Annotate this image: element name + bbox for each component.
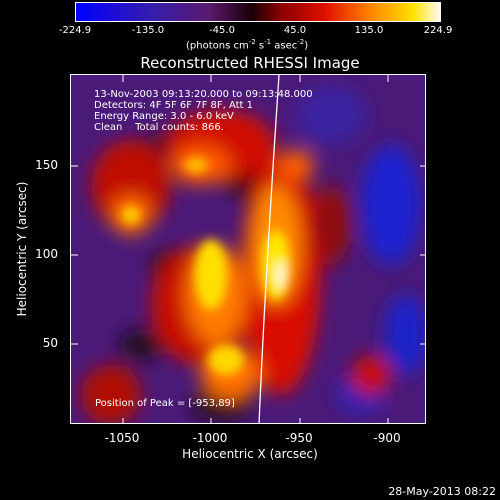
- method-label: Clean Total counts: 866.: [94, 122, 224, 133]
- colorbar-tick: -135.0: [131, 25, 165, 36]
- x-tick: -1050: [104, 431, 140, 445]
- colorbar-tick: 45.0: [283, 25, 307, 36]
- colorbar-tick: -45.0: [209, 25, 235, 36]
- peak-position-label: Position of Peak = [-953,89]: [95, 398, 235, 409]
- colorbar-tick: 135.0: [354, 25, 384, 36]
- y-axis-label: Heliocentric Y (arcsec): [15, 181, 29, 317]
- x-tick: -950: [285, 431, 313, 445]
- y-tick: 50: [42, 336, 58, 350]
- colorbar-tick: -224.9: [58, 25, 92, 36]
- energy-range-label: Energy Range: 3.0 - 6.0 keV: [94, 111, 234, 122]
- detectors-label: Detectors: 4F 5F 6F 7F 8F, Att 1: [94, 100, 254, 111]
- rhessi-image: [71, 75, 425, 423]
- x-axis-label: Heliocentric X (arcsec): [182, 447, 318, 461]
- colorbar: [75, 2, 441, 22]
- timestamp: 28-May-2013 08:22: [388, 485, 496, 498]
- time-range-label: 13-Nov-2003 09:13:20.000 to 09:13:48.000: [94, 89, 313, 100]
- x-tick: -1000: [192, 431, 228, 445]
- y-tick: 100: [35, 247, 58, 261]
- x-tick: -900: [373, 431, 401, 445]
- plot-title: Reconstructed RHESSI Image: [140, 54, 360, 72]
- colorbar-units: (photons cm-2 s-1 asec-2): [186, 38, 309, 52]
- colorbar-tick: 224.9: [423, 25, 453, 36]
- image-plot: [70, 74, 426, 424]
- y-tick: 150: [35, 158, 58, 172]
